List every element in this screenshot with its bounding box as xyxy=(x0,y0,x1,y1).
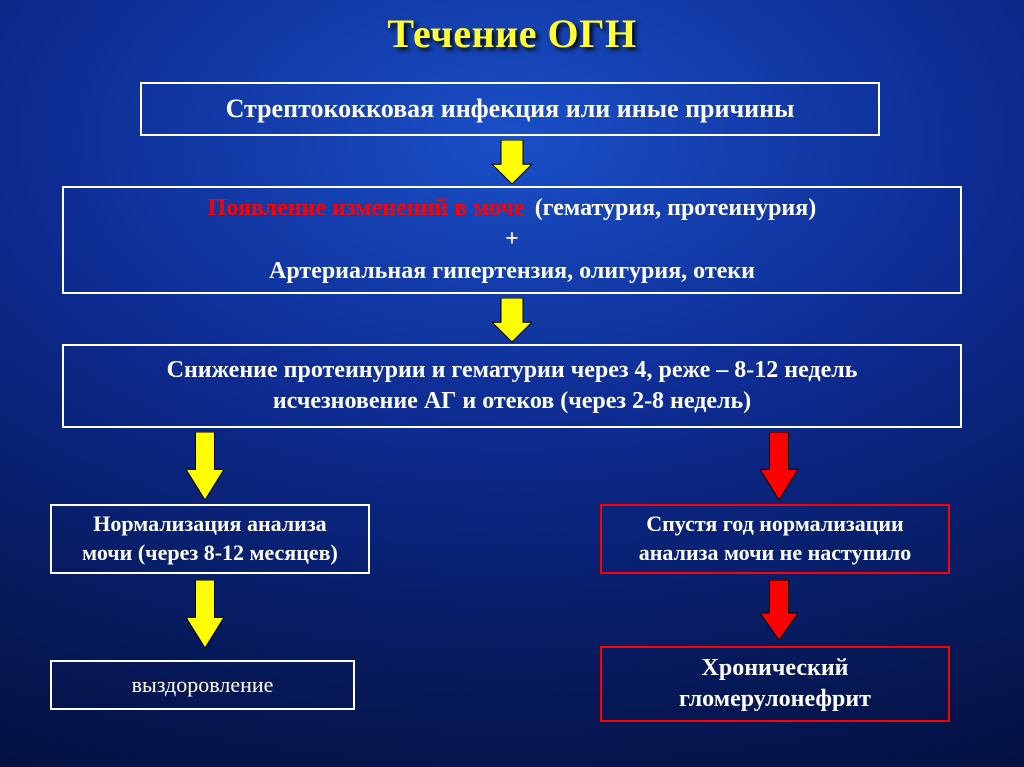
box-normalization: Нормализация анализа мочи (через 8-12 ме… xyxy=(50,504,370,574)
box-chronic: Хронический гломерулонефрит xyxy=(600,646,950,722)
text-highlight: Появление изменений в моче xyxy=(208,195,525,221)
arrow-down-icon xyxy=(760,432,798,500)
plus-sign: + xyxy=(505,224,519,255)
arrow-down-icon xyxy=(492,298,532,342)
box-line: Снижение протеинурии и гематурии через 4… xyxy=(167,355,858,386)
box-text: Стрептококковая инфекция или иные причин… xyxy=(226,92,795,126)
box-line: Спустя год нормализации xyxy=(646,510,904,539)
box-text: выздоровление xyxy=(132,671,274,700)
box-line: Хронический xyxy=(702,653,849,684)
box-line: исчезновение АГ и отеков (через 2-8 неде… xyxy=(273,386,751,417)
box-no-normalization: Спустя год нормализации анализа мочи не … xyxy=(600,504,950,574)
box-reduction: Снижение протеинурии и гематурии через 4… xyxy=(62,344,962,428)
arrow-down-icon xyxy=(186,580,224,648)
box-line: мочи (через 8-12 месяцев) xyxy=(82,539,338,568)
box-line: анализа мочи не наступило xyxy=(639,539,912,568)
box-line: Появление изменений в моче (гематурия, п… xyxy=(208,193,816,224)
box-urine-changes: Появление изменений в моче (гематурия, п… xyxy=(62,186,962,294)
box-strep-infection: Стрептококковая инфекция или иные причин… xyxy=(140,82,880,136)
box-line: гломерулонефрит xyxy=(679,684,871,715)
text-detail: (гематурия, протеинурия) xyxy=(535,195,817,221)
arrow-down-icon xyxy=(492,140,532,184)
slide-title: Течение ОГН xyxy=(0,10,1024,57)
box-recovery: выздоровление xyxy=(50,660,355,710)
box-line: Нормализация анализа xyxy=(93,510,326,539)
text-hypertension: Артериальная гипертензия, олигурия, отек… xyxy=(269,256,755,287)
arrow-down-icon xyxy=(186,432,224,500)
slide: Течение ОГН Стрептококковая инфекция или… xyxy=(0,0,1024,767)
arrow-down-icon xyxy=(760,580,798,640)
